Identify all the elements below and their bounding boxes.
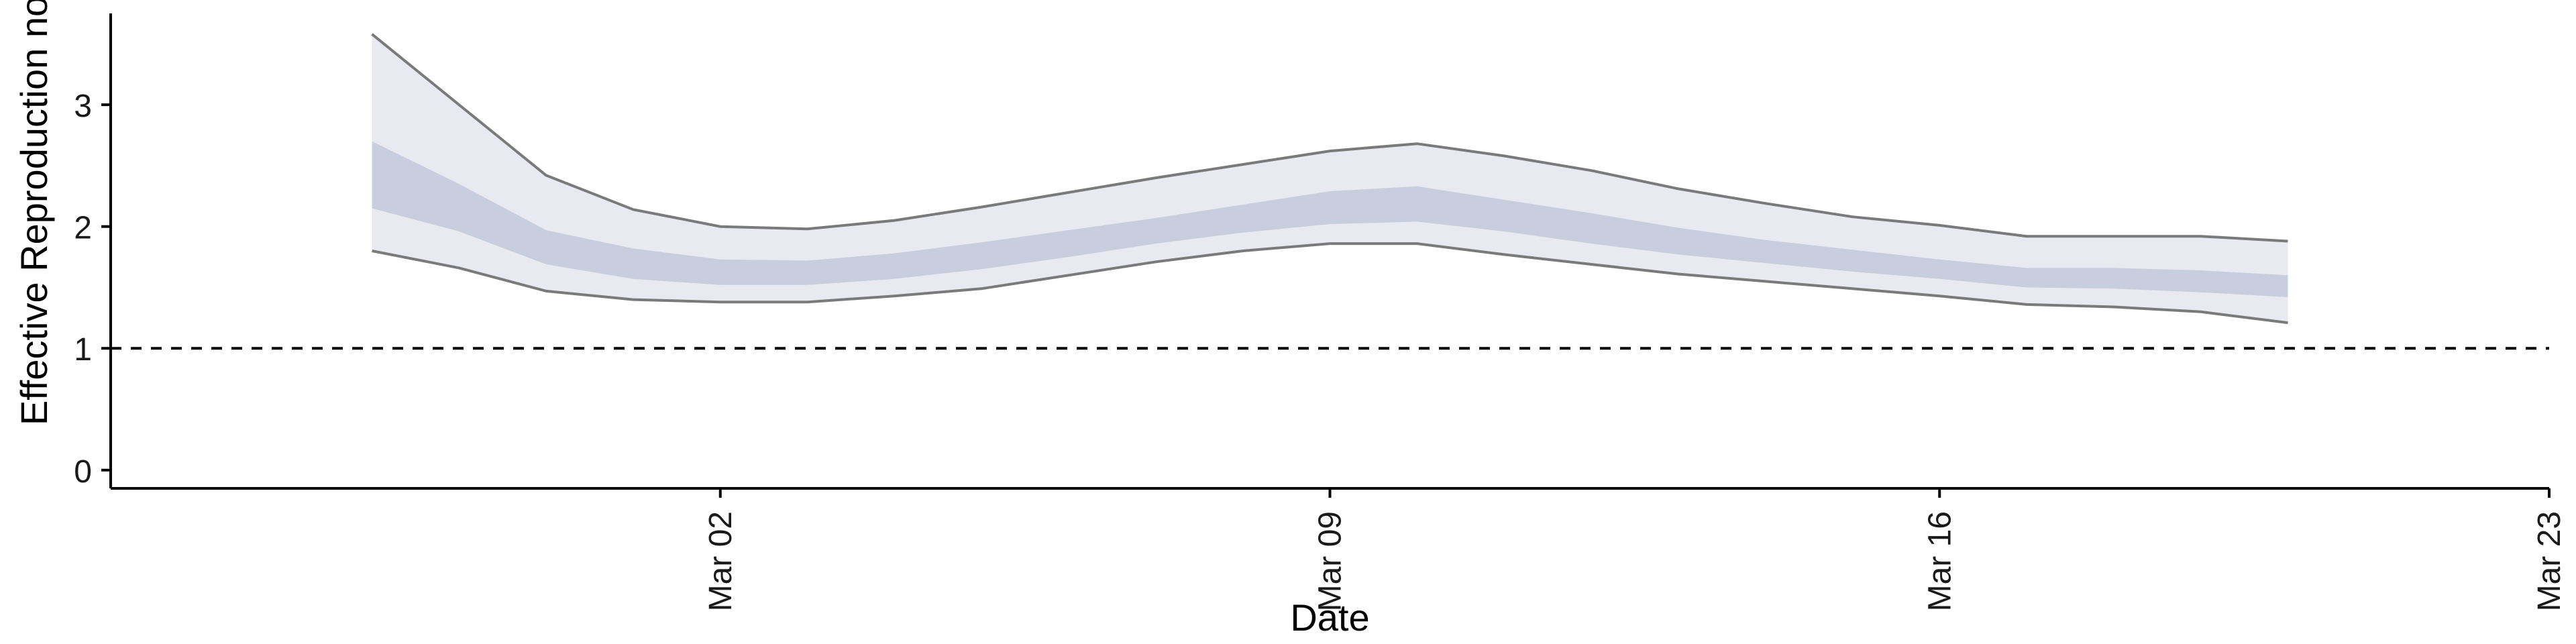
y-axis-label: Effective Reproduction no	[13, 0, 55, 425]
lower-90-line	[372, 242, 2288, 325]
x-tick-label-0: Mar 02	[703, 511, 739, 611]
y-tick-label-0: 0	[74, 454, 92, 490]
ticks: 0 1 2 3 Mar 02 Mar 09 Mar 16 Mar 23	[74, 89, 2567, 611]
y-tick-label-1: 1	[74, 332, 92, 368]
band-50-main	[372, 141, 2288, 297]
credible-bands	[371, 33, 2288, 325]
upper-90-line	[371, 33, 2288, 243]
x-tick-label-1: Mar 09	[1313, 511, 1348, 611]
y-tick-label-2: 2	[74, 211, 92, 246]
x-tick-label-2: Mar 16	[1922, 511, 1957, 611]
x-tick-label-3: Mar 23	[2532, 511, 2567, 611]
y-tick-label-3: 3	[74, 89, 92, 124]
x-axis-label: Date	[1290, 596, 1369, 639]
